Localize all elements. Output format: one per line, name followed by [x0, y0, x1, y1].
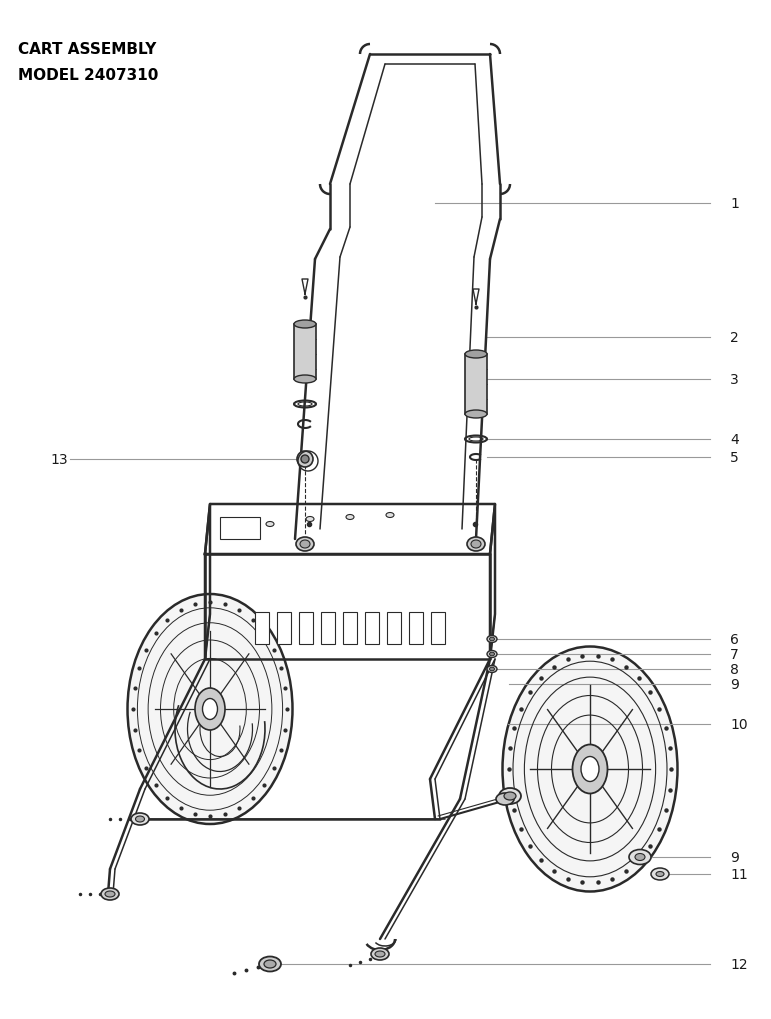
Text: MODEL 2407310: MODEL 2407310: [18, 68, 158, 83]
Ellipse shape: [629, 850, 651, 865]
Ellipse shape: [487, 636, 497, 643]
Text: 1: 1: [730, 197, 739, 211]
Ellipse shape: [504, 792, 516, 800]
Ellipse shape: [301, 455, 309, 464]
Text: 4: 4: [730, 433, 739, 446]
Ellipse shape: [656, 871, 664, 876]
Ellipse shape: [581, 757, 599, 782]
Text: 13: 13: [50, 452, 68, 467]
Ellipse shape: [296, 537, 314, 551]
Ellipse shape: [306, 517, 314, 522]
Ellipse shape: [467, 537, 485, 551]
Ellipse shape: [375, 951, 385, 957]
Ellipse shape: [264, 960, 276, 968]
Bar: [255, 612, 269, 644]
Text: 3: 3: [730, 373, 739, 386]
Ellipse shape: [635, 854, 645, 861]
Ellipse shape: [346, 515, 354, 520]
Text: 6: 6: [730, 633, 739, 646]
Ellipse shape: [127, 594, 292, 824]
Ellipse shape: [471, 540, 481, 548]
Bar: [343, 612, 357, 644]
Ellipse shape: [195, 688, 225, 731]
Bar: [409, 612, 423, 644]
Ellipse shape: [490, 638, 494, 641]
Ellipse shape: [386, 513, 394, 518]
Ellipse shape: [371, 948, 389, 960]
Bar: [431, 612, 445, 644]
Text: 12: 12: [730, 957, 748, 971]
Text: 8: 8: [730, 662, 739, 677]
Ellipse shape: [203, 699, 217, 719]
Text: 2: 2: [730, 331, 739, 344]
Ellipse shape: [496, 793, 514, 805]
Ellipse shape: [131, 813, 149, 825]
Bar: [294, 325, 316, 380]
Ellipse shape: [101, 889, 119, 900]
Text: CART ASSEMBLY: CART ASSEMBLY: [18, 42, 157, 57]
Ellipse shape: [499, 789, 521, 804]
Ellipse shape: [651, 868, 669, 880]
Text: 10: 10: [730, 717, 748, 732]
Text: 9: 9: [730, 678, 739, 691]
Ellipse shape: [487, 665, 497, 673]
Ellipse shape: [487, 651, 497, 658]
Ellipse shape: [503, 647, 678, 892]
Ellipse shape: [136, 816, 144, 822]
Text: 11: 11: [730, 867, 748, 881]
Ellipse shape: [573, 745, 608, 794]
Ellipse shape: [294, 376, 316, 383]
Ellipse shape: [490, 652, 494, 656]
Ellipse shape: [300, 540, 310, 548]
Ellipse shape: [266, 522, 274, 527]
Ellipse shape: [490, 667, 494, 672]
Text: 7: 7: [730, 647, 739, 661]
Text: 5: 5: [730, 450, 739, 465]
Bar: [277, 612, 291, 644]
Bar: [365, 612, 379, 644]
Ellipse shape: [465, 351, 487, 359]
Bar: [321, 612, 335, 644]
Ellipse shape: [105, 892, 115, 897]
Ellipse shape: [297, 451, 313, 468]
Bar: [465, 355, 487, 415]
Text: 9: 9: [730, 850, 739, 864]
Ellipse shape: [294, 321, 316, 329]
Ellipse shape: [465, 411, 487, 419]
Bar: [299, 612, 313, 644]
Bar: [387, 612, 401, 644]
Ellipse shape: [259, 957, 281, 971]
Bar: [220, 518, 260, 539]
